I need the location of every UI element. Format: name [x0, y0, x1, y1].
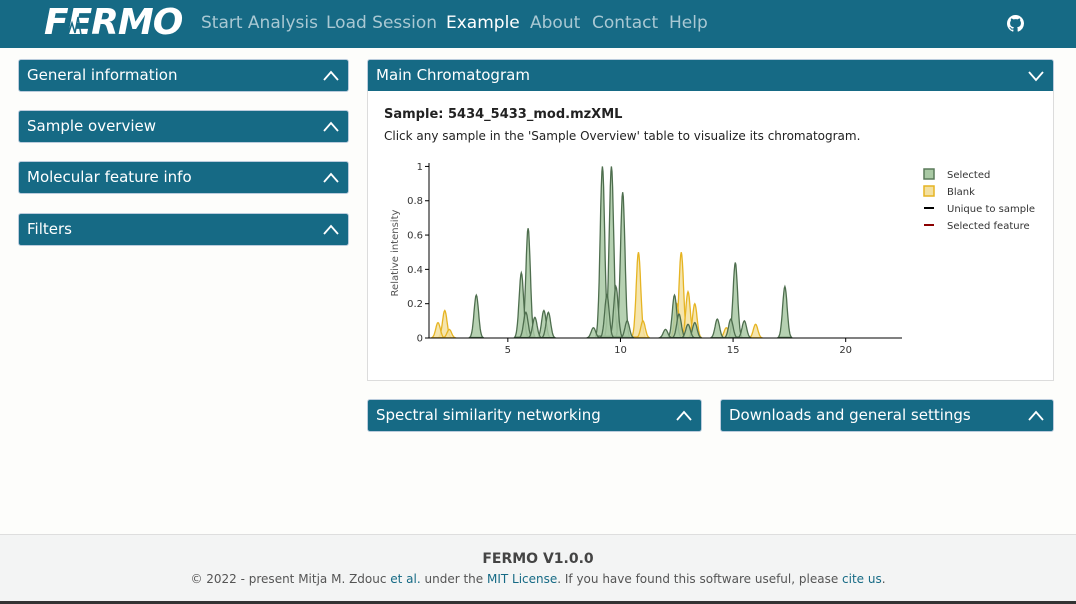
y-tick-label: 1	[417, 162, 423, 173]
y-tick-label: 0.4	[407, 265, 423, 276]
x-tick-label: 10	[614, 345, 627, 353]
peak-selected-9[interactable]	[598, 293, 616, 339]
sample-title: Sample: 5434_5433_mod.mzXML	[384, 107, 623, 122]
nav-about[interactable]: About	[530, 13, 581, 33]
github-icon[interactable]	[1007, 15, 1024, 32]
panel-main-chromatogram[interactable]: Main Chromatogram	[367, 59, 1054, 92]
x-tick-label: 20	[839, 345, 852, 353]
chevron-up-icon	[1028, 410, 1044, 421]
peak-selected-13[interactable]	[541, 311, 558, 339]
footer-version: FERMO V1.0.0	[482, 551, 594, 567]
fermo-logo[interactable]: FERMO	[44, 2, 183, 43]
x-tick-label: 5	[505, 345, 511, 353]
panel-filters[interactable]: Filters	[18, 213, 349, 246]
panel-label: Main Chromatogram	[376, 66, 530, 84]
peak-selected-23[interactable]	[658, 328, 673, 339]
peak-selected-7[interactable]	[776, 284, 793, 339]
panel-sample-overview[interactable]: Sample overview	[18, 110, 349, 143]
panel-label: Filters	[27, 220, 72, 238]
y-tick-label: 0.6	[407, 231, 423, 242]
panel-label: Sample overview	[27, 117, 157, 135]
peak-selected-18[interactable]	[620, 319, 635, 339]
navbar: FERMO Start Analysis Load Session Exampl…	[0, 0, 1076, 48]
nav-help[interactable]: Help	[669, 13, 708, 33]
chevron-up-icon	[323, 70, 339, 81]
peak-selected-21[interactable]	[681, 323, 695, 339]
peak-selected-16[interactable]	[710, 318, 725, 339]
legend-label[interactable]: Selected	[947, 170, 990, 181]
legend-swatch	[923, 185, 935, 197]
chevron-down-icon	[1028, 71, 1044, 82]
nav-start-analysis[interactable]: Start Analysis	[201, 13, 318, 33]
legend-label[interactable]: Blank	[947, 187, 975, 198]
y-tick-label: 0.2	[407, 299, 423, 310]
y-tick-label: 0.8	[407, 196, 423, 207]
chromatogram-chart[interactable]: 0 0.2 0.4 0.6 0.8 1 5 10 15 20 Relative intensit…	[382, 153, 1042, 353]
chevron-up-icon	[323, 172, 339, 183]
peak-blank-7[interactable]	[431, 321, 446, 339]
peak-blank-10[interactable]	[442, 328, 457, 339]
panel-label: Spectral similarity networking	[376, 406, 601, 424]
footer-text-end: .	[881, 572, 886, 586]
nav-example[interactable]: Example	[446, 13, 520, 33]
panel-general-information[interactable]: General information	[18, 59, 349, 92]
footer-text-under: under the	[420, 572, 487, 586]
legend-swatch	[923, 168, 935, 180]
legend-label[interactable]: Selected feature	[947, 221, 1030, 232]
peak-selected-22[interactable]	[586, 326, 601, 339]
panel-molecular-feature-info[interactable]: Molecular feature info	[18, 161, 349, 194]
logo-text: FERMO	[44, 2, 183, 43]
panel-spectral-similarity-networking[interactable]: Spectral similarity networking	[367, 399, 702, 432]
footer: FERMO V1.0.0 © 2022 - present Mitja M. Z…	[0, 534, 1076, 604]
peak-selected-15[interactable]	[527, 316, 544, 339]
peak-blank-6[interactable]	[635, 319, 650, 339]
panel-label: General information	[27, 66, 178, 84]
peak-blank-8[interactable]	[748, 323, 763, 339]
footer-link-etal[interactable]: et al.	[390, 572, 421, 586]
chevron-up-icon	[323, 121, 339, 132]
x-tick-label: 15	[727, 345, 740, 353]
legend-label[interactable]: Unique to sample	[947, 204, 1035, 215]
panel-downloads-general-settings[interactable]: Downloads and general settings	[720, 399, 1054, 432]
chevron-up-icon	[676, 410, 692, 421]
footer-link-license[interactable]: MIT License	[486, 572, 558, 586]
peak-selected-8[interactable]	[467, 293, 485, 339]
footer-link-cite[interactable]: cite us	[842, 572, 882, 586]
nav-contact[interactable]: Contact	[592, 13, 659, 33]
footer-copyright: © 2022 - present Mitja M. Zdouc	[190, 572, 391, 586]
peak-selected-17[interactable]	[723, 318, 738, 339]
chevron-up-icon	[323, 224, 339, 235]
nav-load-session[interactable]: Load Session	[326, 13, 438, 33]
main-chromatogram-body: Sample: 5434_5433_mod.mzXML Click any sa…	[367, 91, 1054, 381]
sample-help-text: Click any sample in the 'Sample Overview…	[384, 129, 861, 143]
footer-text: © 2022 - present Mitja M. Zdouc et al. u…	[0, 572, 1076, 586]
footer-text-useful: . If you have found this software useful…	[557, 572, 843, 586]
panel-label: Molecular feature info	[27, 168, 192, 186]
peak-selected-19[interactable]	[737, 319, 752, 339]
y-tick-label: 0	[417, 334, 423, 345]
y-axis-label: Relative intensity	[390, 209, 401, 296]
panel-label: Downloads and general settings	[729, 406, 971, 424]
